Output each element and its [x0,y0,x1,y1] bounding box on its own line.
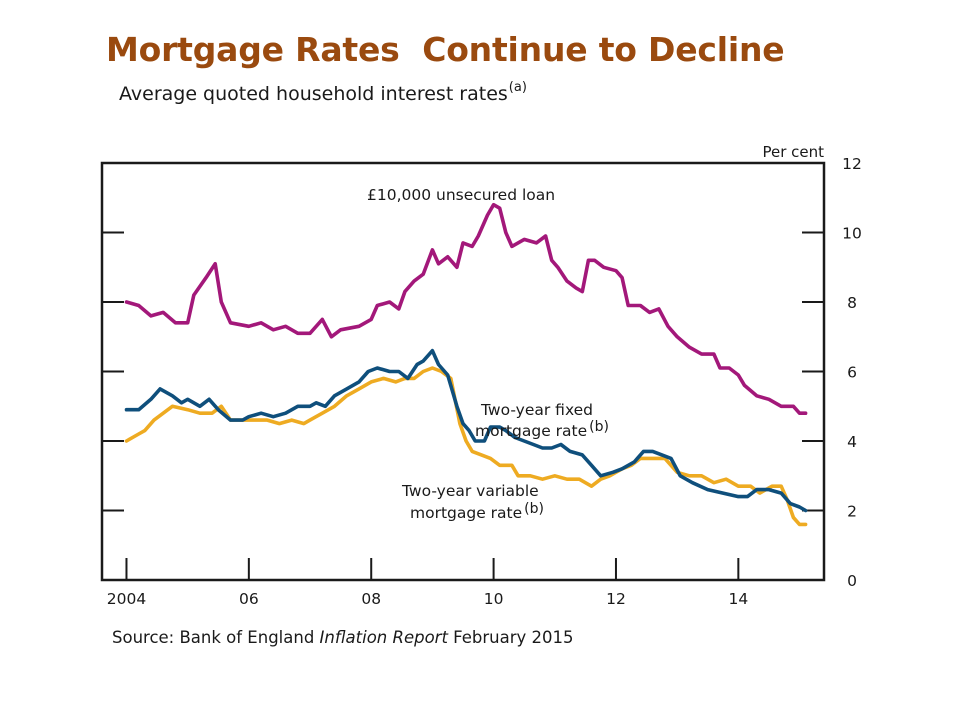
y-tick-label: 6 [847,364,857,382]
series-label-unsecured-loan: £10,000 unsecured loan [367,186,555,204]
slide-subtitle: Average quoted household interest rates(… [119,80,527,105]
y-tick-label: 4 [847,433,857,451]
x-axis: 2004 06 08 10 12 14 [107,558,748,608]
x-tick-label: 10 [484,590,504,608]
x-tick-label: 14 [728,590,748,608]
x-tick-label: 08 [361,590,381,608]
svg-text:mortgage rate(b): mortgage rate (b) [475,419,609,440]
slide-title: Mortgage Rates Continue to Decline [106,30,785,69]
series-label-fixed-rate: Two-year fixed mortgage rate (b) [475,401,609,440]
series-line-variable-rate [124,366,808,527]
svg-text:mortgage rate(b): mortgage rate (b) [410,501,544,522]
y-axis: 0 2 4 6 8 10 12 [102,155,862,590]
series-label-variable-rate: Two-year variable mortgage rate (b) [401,482,544,522]
y-tick-label: 8 [847,294,857,312]
y-tick-label: 12 [842,155,862,173]
y-axis-unit-label: Per cent [762,143,824,161]
series-label-variable-rate-line1: Two-year variable [401,482,539,500]
series-label-fixed-rate-line2: mortgage rate [475,422,587,440]
source-publication: Inflation Report [319,628,448,647]
source-prefix: Source: Bank of England [112,628,320,647]
subtitle-text: Average quoted household interest rates [119,83,508,105]
x-tick-label: 2004 [107,590,146,608]
y-tick-label: 10 [842,225,862,243]
series-label-fixed-rate-line1: Two-year fixed [480,401,593,419]
y-tick-label: 2 [847,503,857,521]
subtitle-footnote-marker: (a) [508,80,527,95]
series-label-unsecured-loan-text: £10,000 unsecured loan [367,186,555,204]
series-line-unsecured-loan [124,202,808,415]
y-tick-label: 0 [847,572,857,590]
source-note: Source: Bank of England Inflation Report… [112,628,574,647]
x-tick-label: 12 [606,590,626,608]
x-tick-label: 06 [239,590,259,608]
series-line-fixed-rate [124,348,808,513]
series-label-variable-rate-line2: mortgage rate [410,504,522,522]
series-lines [124,202,808,527]
series-label-variable-rate-note: (b) [524,501,544,517]
source-suffix: February 2015 [447,628,574,647]
series-label-fixed-rate-note: (b) [589,419,609,435]
